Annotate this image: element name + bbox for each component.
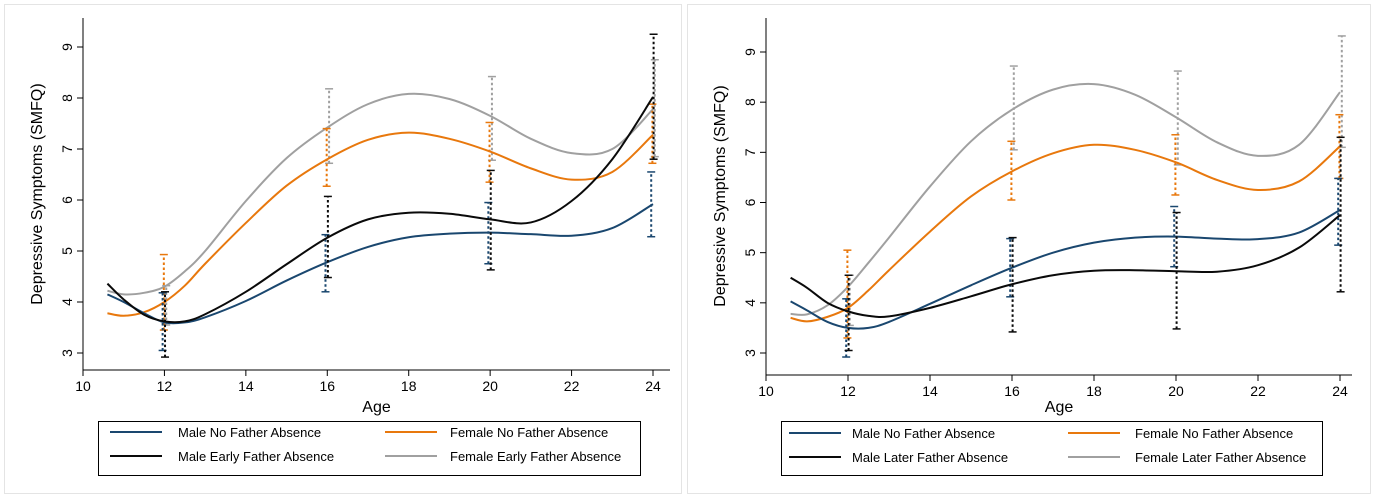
left-x-tick-label-14: 14 [238,378,254,394]
right-x-tick-label-18: 18 [1086,383,1102,399]
left-legend-label-female-no-father-absence: Female No Father Absence [450,425,608,440]
right-y-axis-label: Depressive Symptoms (SMFQ) [712,85,729,306]
right-y-tick-label-8: 8 [742,98,758,106]
left-axes: 10 12 14 16 18 20 22 24 3 4 5 6 7 8 9 Age Depressive S… [29,18,670,416]
right-legend-label-female-later-father-absence: Female Later Father Absence [1135,450,1306,465]
left-y-tick-label-3: 3 [59,349,75,357]
left-x-tick-label-20: 20 [482,378,498,394]
left-y-tick-label-6: 6 [59,196,75,204]
right-female-no-father-absence-line [790,143,1341,323]
left-legend-items: Male No Father Absence Female No Father A… [110,425,621,464]
right-female-later-father-absence-line [790,82,1341,316]
left-y-tick-label-7: 7 [59,145,75,153]
left-male-early-father-absence-line [106,96,654,324]
right-x-axis-label: Age [1045,399,1074,416]
left-female-no-father-absence-line [107,131,654,317]
left-series-group [106,33,659,358]
right-legend: Male No Father Absence Female No Father A… [781,421,1323,476]
left-x-tick-label-24: 24 [645,378,661,394]
right-panel: 10 12 14 16 18 20 22 24 3 4 5 6 7 8 9 Age Depressive S… [687,4,1371,494]
left-y-axis-label: Depressive Symptoms (SMFQ) [29,83,46,304]
left-y-tick-label-8: 8 [59,94,75,102]
right-y-tick-label-6: 6 [742,198,758,206]
left-y-tick-label-5: 5 [59,247,75,255]
right-y-tick-label-7: 7 [742,148,758,156]
right-y-tick-label-9: 9 [742,48,758,56]
left-x-axis-label: Age [362,399,391,416]
right-y-tick-label-3: 3 [742,349,758,357]
left-ticks: 10 12 14 16 18 20 22 24 3 4 5 6 7 8 9 [59,43,661,394]
left-x-tick-label-18: 18 [401,378,417,394]
right-x-tick-label-22: 22 [1250,383,1266,399]
right-legend-label-male-no-father-absence: Male No Father Absence [852,426,995,441]
left-legend-box [98,421,641,476]
right-series-group [790,35,1346,358]
right-x-tick-label-24: 24 [1332,383,1348,399]
left-x-tick-label-12: 12 [157,378,173,394]
right-y-tick-label-5: 5 [742,249,758,257]
left-female-early-father-absence-line [107,92,654,296]
right-ticks: 10 12 14 16 18 20 22 24 3 4 5 6 7 8 9 [742,48,1348,399]
right-legend-label-female-no-father-absence: Female No Father Absence [1135,426,1293,441]
right-legend-items: Male No Father Absence Female No Father A… [789,426,1306,465]
right-panel-frame [687,4,1371,494]
left-legend-label-male-no-father-absence: Male No Father Absence [178,425,321,440]
left-legend-label-male-early-father-absence: Male Early Father Absence [178,449,334,464]
right-male-later-father-absence-line [790,214,1341,319]
left-x-tick-label-22: 22 [564,378,580,394]
left-x-tick-label-10: 10 [75,378,91,394]
right-x-tick-label-14: 14 [922,383,938,399]
right-legend-box [781,421,1323,476]
right-x-tick-label-12: 12 [840,383,856,399]
right-axes: 10 12 14 16 18 20 22 24 3 4 5 6 7 8 9 Age Depressive S… [712,18,1352,416]
left-panel-frame [4,4,682,494]
right-legend-label-male-later-father-absence: Male Later Father Absence [852,450,1008,465]
right-x-tick-label-20: 20 [1168,383,1184,399]
right-y-tick-label-4: 4 [742,299,758,307]
right-x-tick-label-10: 10 [758,383,774,399]
left-panel: 10 12 14 16 18 20 22 24 3 4 5 6 7 8 9 Age Depressive S… [4,4,682,494]
left-y-tick-label-9: 9 [59,43,75,51]
left-y-tick-label-4: 4 [59,298,75,306]
left-legend-label-female-early-father-absence: Female Early Father Absence [450,449,621,464]
left-x-tick-label-16: 16 [319,378,335,394]
right-male-no-father-absence-line [790,209,1341,330]
left-legend: Male No Father Absence Female No Father A… [98,421,641,476]
right-x-tick-label-16: 16 [1004,383,1020,399]
